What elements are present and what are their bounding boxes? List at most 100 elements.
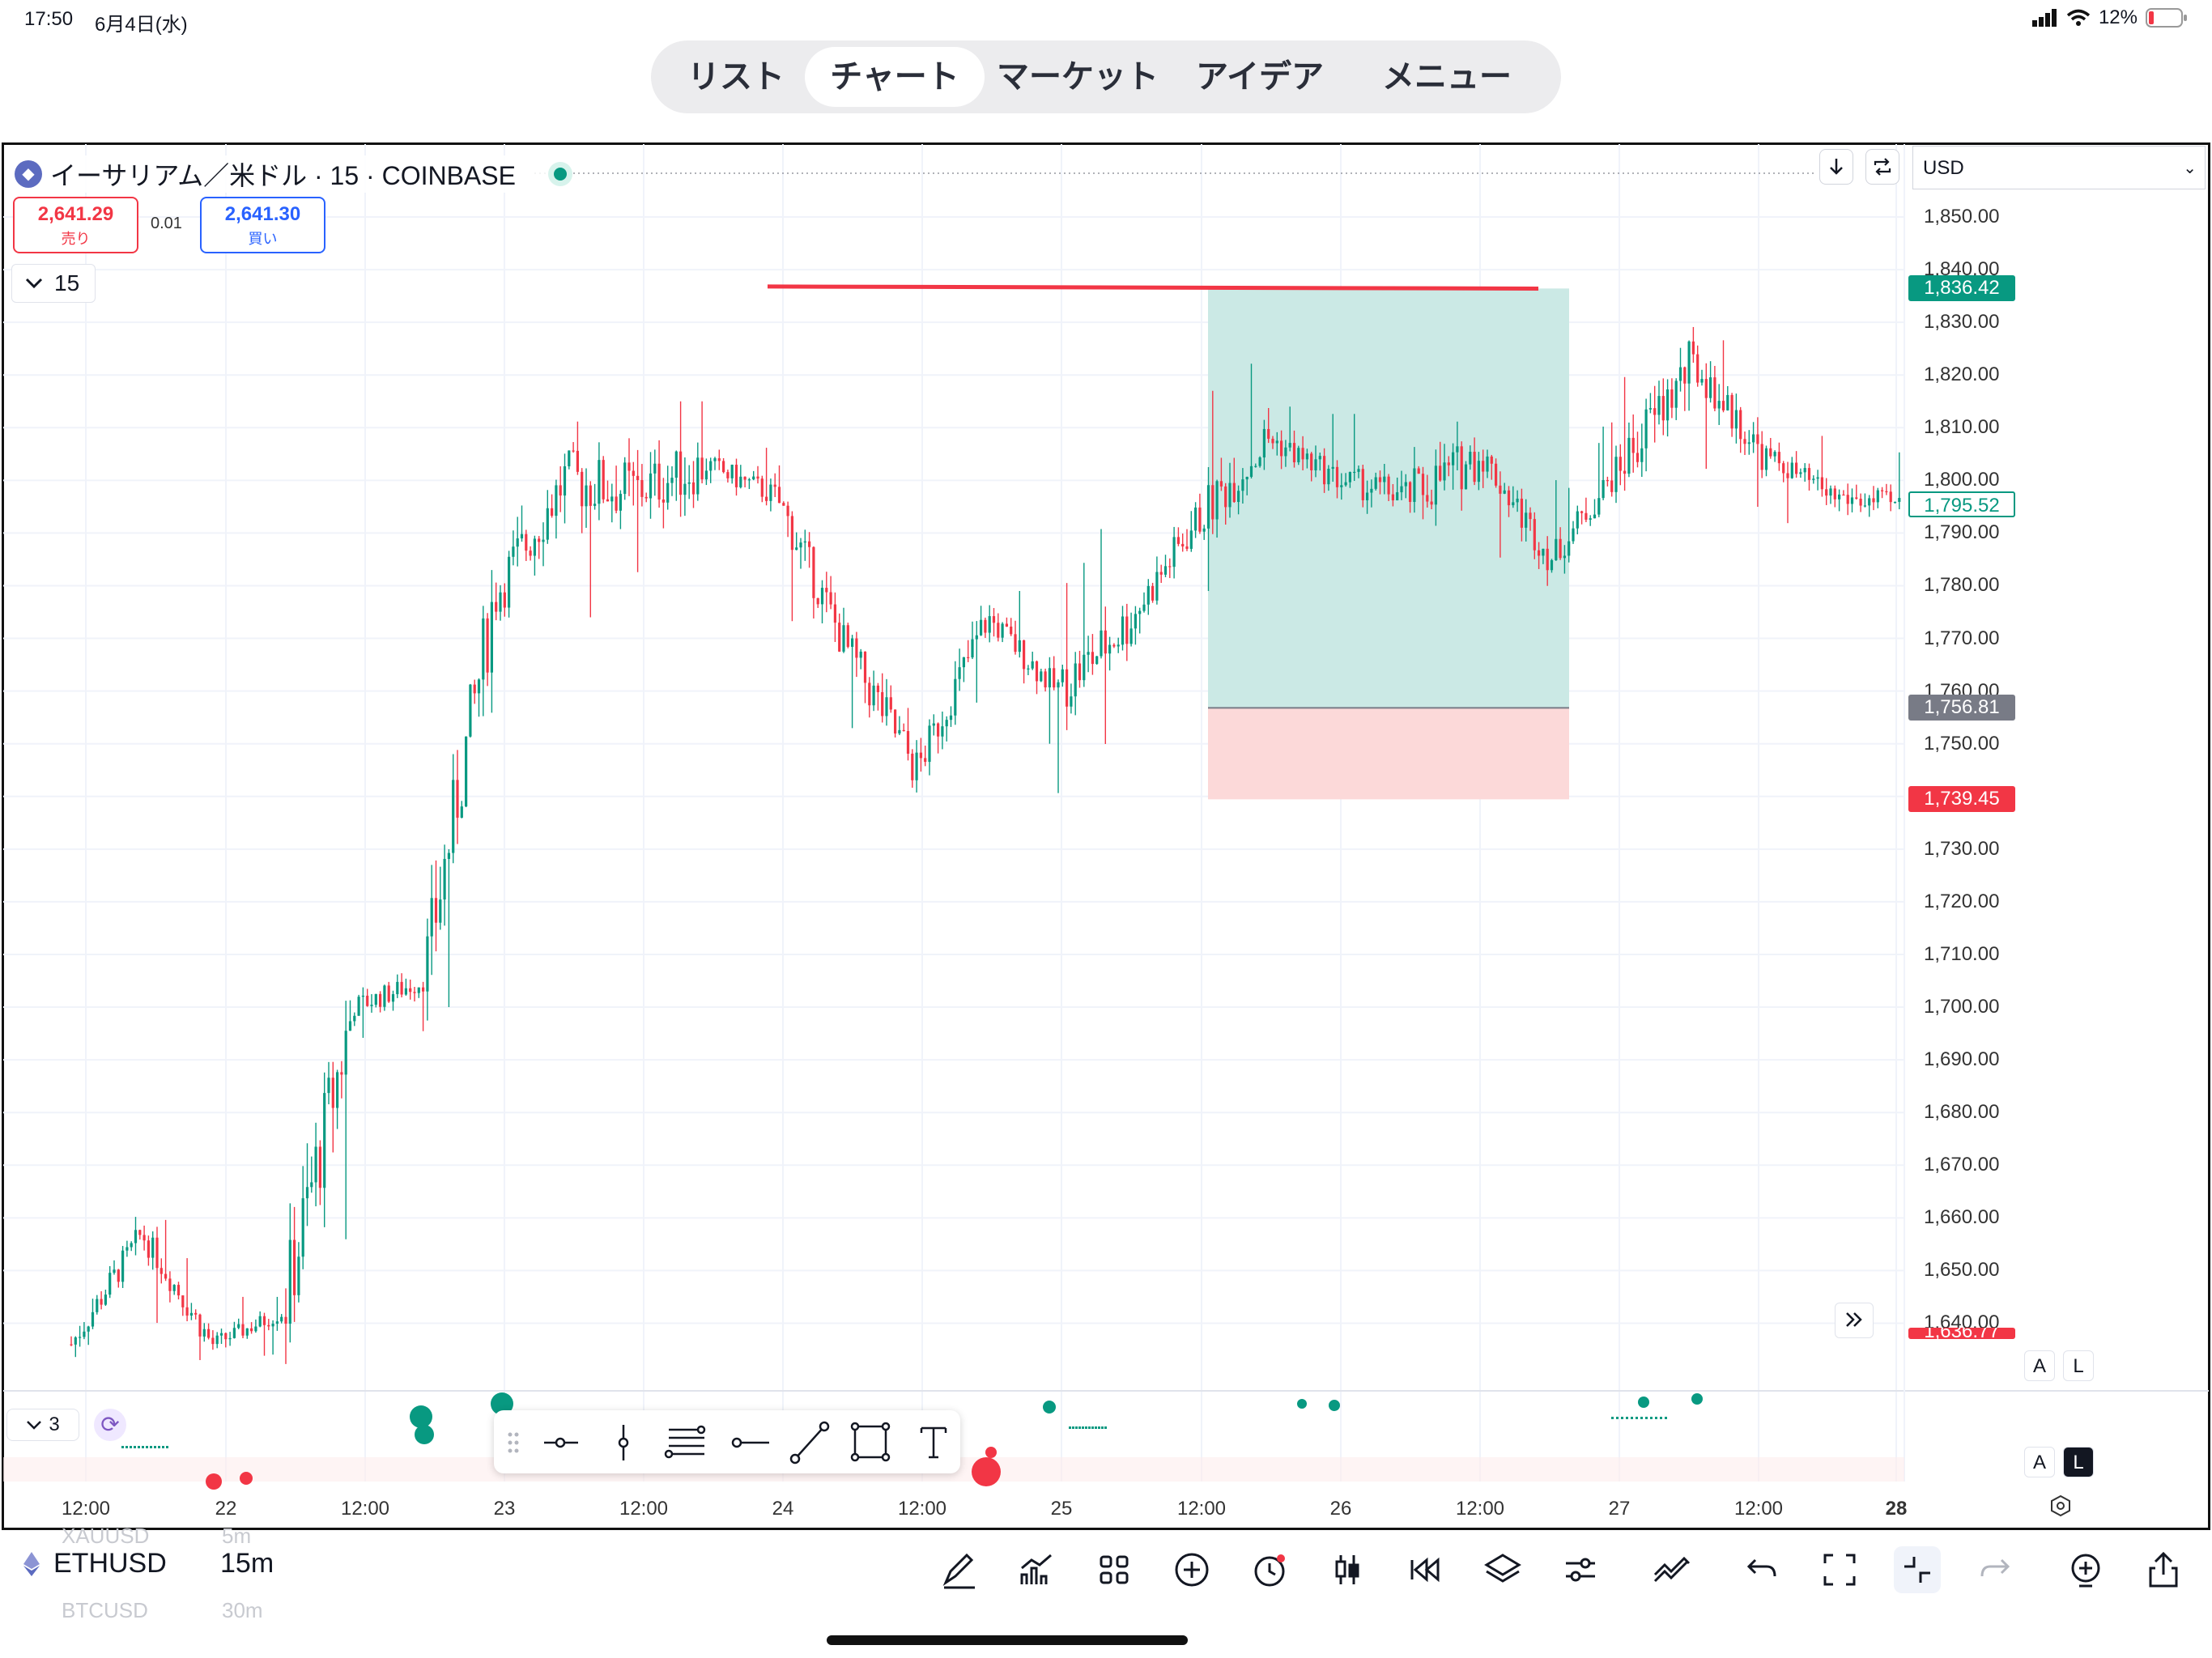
candle-body: [327, 1078, 330, 1094]
candle-body: [1121, 616, 1125, 645]
add-icon: [1175, 1553, 1209, 1587]
candle-body: [422, 987, 425, 992]
trend-line-tool-icon[interactable]: [789, 1421, 830, 1465]
candle-body: [700, 457, 704, 480]
auto-scale-button[interactable]: A: [2024, 1350, 2055, 1381]
rectangle-tool-icon[interactable]: [850, 1422, 891, 1462]
bottom-timeframe[interactable]: 15m: [220, 1548, 274, 1579]
candle-body: [1018, 640, 1021, 653]
fib-retracement-tool-icon[interactable]: [664, 1425, 706, 1459]
indicators-collapse-button[interactable]: 3: [6, 1409, 79, 1441]
candle-body: [383, 985, 386, 1007]
log-scale-button-lower[interactable]: L: [2063, 1447, 2094, 1477]
replay-button[interactable]: [1402, 1546, 1448, 1593]
layouts-grid-button[interactable]: [1091, 1546, 1138, 1593]
candle-body: [833, 604, 836, 623]
candle-body: [1206, 485, 1210, 529]
candle-body: [937, 723, 940, 737]
indicator-mark: [1098, 1426, 1100, 1429]
indicator-refresh-icon[interactable]: ⟳: [94, 1409, 126, 1441]
candle-body: [1374, 477, 1377, 489]
share-button[interactable]: [2140, 1546, 2187, 1593]
alert-clock-button[interactable]: [1246, 1546, 1293, 1593]
auto-scale-button-lower[interactable]: A: [2024, 1447, 2055, 1477]
candle-body: [906, 730, 910, 754]
settings-sliders-button[interactable]: [1557, 1546, 1604, 1593]
price-axis-label: 1,670.00: [1924, 1154, 2000, 1176]
candle-body: [1053, 668, 1056, 688]
candle-body: [1125, 616, 1129, 644]
indicator-dot: [972, 1457, 1001, 1486]
tab-chart[interactable]: チャート: [805, 47, 985, 107]
candle-body: [130, 1243, 133, 1248]
tab-menu[interactable]: メニュー: [1382, 59, 1512, 95]
buy-label: 買い: [248, 231, 278, 247]
price-tag: 1,739.45: [1908, 786, 2015, 813]
interval-selector[interactable]: 15: [11, 264, 96, 303]
tab-market[interactable]: マーケット: [997, 59, 1159, 95]
candle-body: [1387, 476, 1390, 495]
candle-body: [1734, 410, 1738, 429]
candle-body: [1460, 446, 1463, 490]
download-button[interactable]: [1819, 149, 1853, 185]
candle-body: [172, 1285, 176, 1291]
vertical-line-tool-icon[interactable]: [618, 1425, 629, 1460]
redo-button[interactable]: [1972, 1546, 2018, 1593]
candle-body: [490, 602, 493, 673]
settings-hexagon-button[interactable]: [2045, 1494, 2076, 1525]
symbol-header[interactable]: ◆ イーサリアム／米ドル · 15 · COINBASE: [15, 155, 572, 193]
candle-body: [1683, 367, 1687, 384]
drawing-pen-button[interactable]: [935, 1546, 982, 1593]
buy-button[interactable]: 2,641.30 買い: [200, 197, 325, 253]
chevron-down-icon: [27, 1421, 42, 1430]
candle-body: [726, 472, 730, 478]
candle-body: [344, 1031, 347, 1075]
candle-body: [747, 479, 751, 481]
log-scale-button[interactable]: L: [2063, 1350, 2094, 1381]
candle-body: [1825, 489, 1828, 496]
candle-body: [919, 752, 922, 759]
candle-body: [632, 470, 635, 476]
candle-body: [1687, 341, 1691, 384]
candle-body: [988, 616, 991, 633]
fullscreen-button[interactable]: [1816, 1546, 1863, 1593]
undo-button[interactable]: [1738, 1546, 1785, 1593]
candle-body: [1538, 550, 1541, 556]
candle-body: [1014, 634, 1017, 653]
text-tool-icon[interactable]: [920, 1426, 947, 1459]
sell-button[interactable]: 2,641.29 売り: [13, 197, 138, 253]
candle-body: [1572, 528, 1575, 542]
candle-body: [666, 483, 670, 503]
candles-button[interactable]: [1324, 1546, 1371, 1593]
candle-body: [915, 752, 918, 780]
layers-button[interactable]: [1479, 1546, 1526, 1593]
candle-body: [1855, 497, 1858, 499]
price-axis-label: 1,680.00: [1924, 1101, 2000, 1124]
candle-body: [465, 736, 468, 807]
symbol-picker[interactable]: ETHUSD: [23, 1548, 167, 1579]
scroll-to-realtime-button[interactable]: [1835, 1303, 1874, 1338]
candle-body: [1117, 644, 1120, 647]
candle-body: [1228, 483, 1231, 508]
compare-toggle-button[interactable]: [1865, 149, 1899, 185]
price-axis-label: 1,750.00: [1924, 732, 2000, 755]
add-symbol-button[interactable]: [2062, 1546, 2109, 1593]
candle-body: [456, 780, 459, 818]
drag-handle-icon[interactable]: [508, 1432, 519, 1453]
crosshair-button[interactable]: [1894, 1546, 1941, 1593]
price-axis-label: 1,790.00: [1924, 521, 2000, 544]
indicator-mark: [150, 1446, 152, 1448]
add-button[interactable]: [1168, 1546, 1215, 1593]
candle-body: [1803, 468, 1806, 473]
candle-body: [1189, 530, 1193, 549]
currency-select[interactable]: ⌄ USD: [1912, 146, 2206, 189]
indicators-button[interactable]: [1013, 1546, 1060, 1593]
horizontal-ray-short-tool-icon[interactable]: [731, 1437, 769, 1448]
chart-type-button[interactable]: [1648, 1546, 1695, 1593]
horizontal-ray-tool-icon[interactable]: [544, 1437, 578, 1448]
candle-body: [477, 679, 481, 694]
tab-list[interactable]: リスト: [687, 59, 785, 95]
candle-body: [1443, 462, 1446, 481]
tab-ideas[interactable]: アイデア: [1196, 59, 1324, 95]
